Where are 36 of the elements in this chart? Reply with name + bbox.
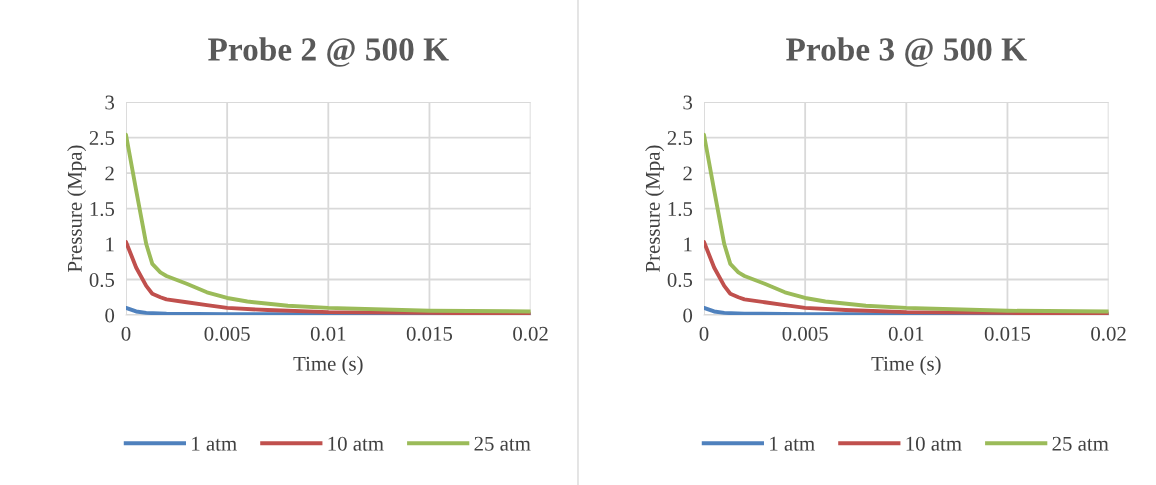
- legend-label: 1 atm: [770, 436, 815, 451]
- x-axis-title: Time (s): [293, 356, 363, 376]
- y-tick-label: 1: [684, 237, 692, 252]
- x-tick-label: 0.005: [204, 326, 250, 341]
- y-tick-label: 0: [105, 308, 115, 323]
- y-axis-title: Pressure (Mpa): [67, 145, 87, 272]
- y-tick-label: 0.5: [89, 272, 115, 288]
- legend-label: 10 atm: [328, 436, 384, 451]
- x-axis-title: Time (s): [871, 356, 941, 376]
- y-tick-label: 2.5: [89, 131, 115, 146]
- x-tick-label: 0.005: [782, 326, 828, 341]
- x-tick-label: 0.01: [888, 326, 924, 341]
- y-tick-label: 2: [683, 166, 692, 181]
- y-tick-label: 0.5: [667, 272, 693, 288]
- y-tick-label: 1.5: [90, 202, 115, 217]
- x-tick-label: 0.015: [984, 326, 1031, 341]
- y-tick-label: 1.5: [668, 202, 693, 217]
- y-axis-title: Pressure (Mpa): [645, 145, 665, 272]
- x-tick-label: 0: [699, 326, 709, 341]
- legend-label: 25 atm: [474, 436, 531, 451]
- legend-label: 25 atm: [1052, 436, 1109, 451]
- y-tick-label: 2.5: [667, 131, 693, 146]
- y-tick-label: 2: [105, 166, 114, 181]
- x-tick-label: 0.015: [406, 326, 453, 341]
- chart-title: Probe 3 @ 500 K: [786, 37, 1027, 67]
- x-tick-label: 0.01: [310, 326, 346, 341]
- y-tick-label: 1: [106, 237, 114, 252]
- chart-title: Probe 2 @ 500 K: [208, 37, 449, 67]
- y-tick-label: 0: [683, 308, 693, 323]
- y-tick-label: 3: [105, 95, 115, 110]
- x-tick-label: 0.02: [513, 326, 548, 341]
- legend-label: 10 atm: [906, 436, 962, 451]
- x-tick-label: 0: [121, 326, 131, 341]
- y-tick-label: 3: [683, 95, 693, 110]
- x-tick-label: 0.02: [1091, 326, 1126, 341]
- legend-label: 1 atm: [192, 436, 237, 451]
